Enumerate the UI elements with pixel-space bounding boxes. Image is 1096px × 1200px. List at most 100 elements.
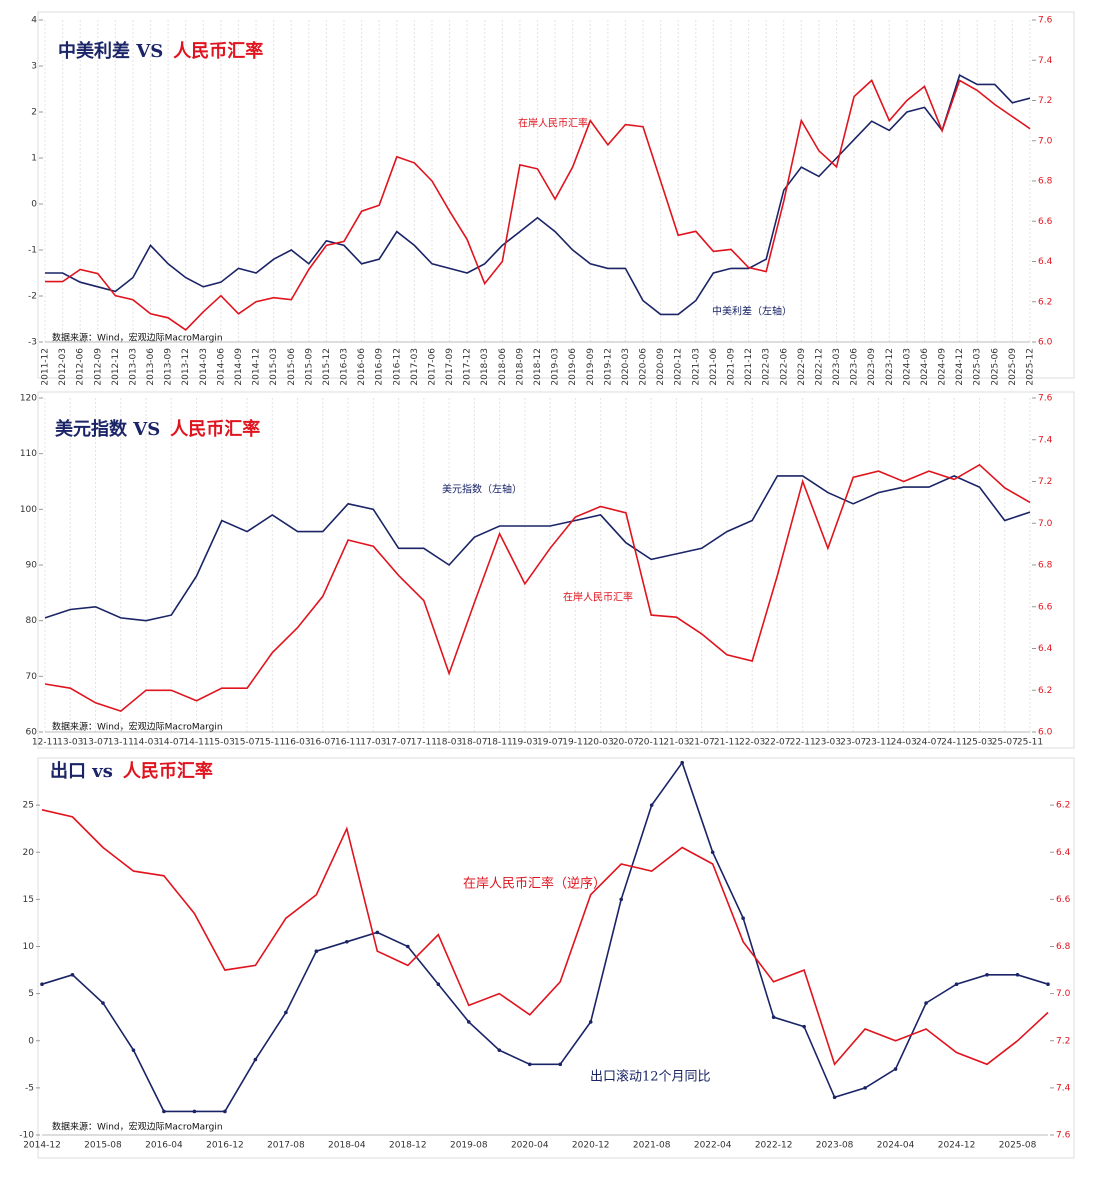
point xyxy=(741,916,745,921)
source-note: 数据来源：Wind，宏观边际MacroMargin xyxy=(52,1121,223,1133)
point xyxy=(253,1057,258,1062)
x-tick-label: 2018-12 xyxy=(533,348,543,386)
y-tick-label: 60 xyxy=(26,728,38,738)
point xyxy=(680,760,684,765)
y-tick-label: 6.2 xyxy=(1038,686,1052,696)
point xyxy=(1046,982,1050,986)
point xyxy=(893,1067,898,1071)
chart-title: 人民币汇率 xyxy=(123,760,213,782)
x-tick-label: 2019-09 xyxy=(586,348,596,386)
x-tick-label: 25-11 xyxy=(1017,738,1043,748)
x-tick-label: 2024-03 xyxy=(902,348,912,386)
x-tick-label: 2023-08 xyxy=(816,1141,854,1151)
y-tick-label: 6.0 xyxy=(1038,728,1053,738)
y-tick-label: 110 xyxy=(20,449,37,459)
x-tick-label: 2022-09 xyxy=(797,348,807,386)
x-tick-label: 2025-06 xyxy=(990,348,1000,386)
point xyxy=(771,1015,776,1019)
x-tick-label: 16-03 xyxy=(284,738,310,748)
point xyxy=(527,1062,532,1067)
series-label: 出口滚动12个月同比 xyxy=(590,1069,711,1085)
x-tick-label: 2021-03 xyxy=(691,348,701,386)
x-tick-label: 2019-08 xyxy=(450,1141,488,1151)
x-tick-label: 23-11 xyxy=(865,738,891,748)
point xyxy=(649,803,654,807)
chart-title: 美元指数 VS xyxy=(55,418,160,440)
y-tick-label: 2 xyxy=(31,108,37,118)
panel-border xyxy=(37,391,1075,749)
y-tick-label: -1 xyxy=(28,246,37,256)
y-tick-label: 100 xyxy=(20,505,37,515)
point xyxy=(345,939,349,944)
x-tick-label: 2018-04 xyxy=(328,1141,366,1151)
x-tick-label: 2022-12 xyxy=(814,348,824,386)
y-tick-label: 25 xyxy=(23,801,34,811)
panel-border xyxy=(37,11,1075,379)
x-tick-label: 2024-04 xyxy=(877,1141,915,1151)
x-tick-label: 2017-03 xyxy=(410,348,420,386)
x-tick-label: 15-03 xyxy=(209,738,235,748)
x-tick-label: 2023-03 xyxy=(832,348,842,386)
y-tick-label: 7.2 xyxy=(1038,96,1052,106)
point xyxy=(223,1109,227,1114)
y-tick-label: 7.6 xyxy=(1056,1131,1071,1141)
point xyxy=(314,949,319,954)
x-tick-label: 2020-12 xyxy=(572,1141,610,1151)
x-tick-label: 2018-03 xyxy=(480,348,490,386)
point xyxy=(497,1048,502,1052)
x-tick-label: 23-07 xyxy=(840,738,866,748)
point xyxy=(924,1001,928,1005)
x-tick-label: 2023-09 xyxy=(867,348,877,386)
point xyxy=(985,972,989,977)
x-tick-label: 2022-03 xyxy=(762,348,772,386)
point xyxy=(192,1109,197,1114)
x-tick-label: 22-07 xyxy=(764,738,790,748)
point xyxy=(863,1086,867,1090)
x-tick-label: 2025-08 xyxy=(999,1141,1037,1151)
x-tick-label: 2025-09 xyxy=(1008,348,1018,386)
x-tick-label: 23-03 xyxy=(815,738,841,748)
y-tick-label: 70 xyxy=(26,672,38,682)
x-tick-label: 2024-12 xyxy=(955,348,965,386)
y-tick-label: 6.6 xyxy=(1056,895,1071,905)
point xyxy=(70,972,75,977)
x-tick-label: 2012-09 xyxy=(93,348,103,386)
x-tick-label: 2012-06 xyxy=(76,348,86,386)
y-tick-label: 6.0 xyxy=(1038,338,1053,348)
x-tick-label: 19-11 xyxy=(562,738,588,748)
y-tick-label: 7.2 xyxy=(1038,477,1052,487)
x-tick-label: 2014-12 xyxy=(23,1141,61,1151)
x-tick-label: 2014-12 xyxy=(252,348,262,386)
x-tick-label: 24-11 xyxy=(941,738,967,748)
y-tick-label: 7.2 xyxy=(1056,1036,1070,1046)
x-tick-label: 22-03 xyxy=(739,738,765,748)
x-tick-label: 2019-06 xyxy=(568,348,578,386)
x-tick-label: 2022-12 xyxy=(755,1141,793,1151)
x-tick-label: 2017-08 xyxy=(267,1141,305,1151)
x-tick-label: 2019-03 xyxy=(551,348,561,386)
x-tick-label: 25-07 xyxy=(992,738,1018,748)
x-tick-label: 2016-09 xyxy=(375,348,385,386)
x-tick-label: 2016-12 xyxy=(206,1141,244,1151)
point xyxy=(466,1020,471,1024)
x-tick-label: 20-03 xyxy=(588,738,614,748)
x-tick-label: 2017-06 xyxy=(427,348,437,386)
point xyxy=(710,850,715,855)
x-tick-label: 2018-12 xyxy=(389,1141,427,1151)
x-tick-label: 2016-03 xyxy=(340,348,350,386)
x-tick-label: 18-07 xyxy=(461,738,487,748)
x-tick-label: 21-07 xyxy=(689,738,715,748)
x-tick-label: 22-11 xyxy=(790,738,816,748)
x-tick-label: 2024-06 xyxy=(920,348,930,386)
x-tick-label: 2014-06 xyxy=(216,348,226,386)
x-tick-label: 2015-06 xyxy=(287,348,297,386)
series-line xyxy=(45,74,1031,316)
x-tick-label: 2020-06 xyxy=(639,348,649,386)
x-tick-label: 18-03 xyxy=(436,738,462,748)
y-tick-label: 6.4 xyxy=(1038,257,1053,267)
x-tick-label: 13-03 xyxy=(57,738,83,748)
x-tick-label: 2021-06 xyxy=(709,348,719,386)
x-tick-label: 2014-09 xyxy=(234,348,244,386)
y-tick-label: -10 xyxy=(19,1131,34,1141)
point xyxy=(558,1062,563,1067)
